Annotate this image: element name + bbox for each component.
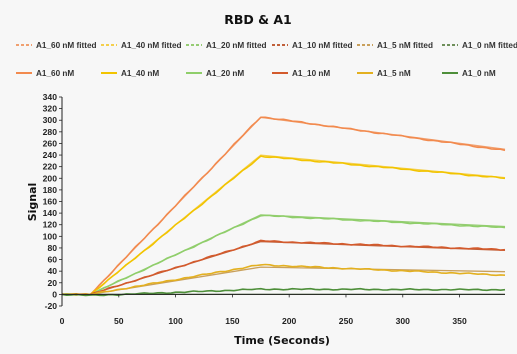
x-tick-label: 200 xyxy=(282,316,297,326)
y-tick-label: 60 xyxy=(47,255,57,265)
axes: -200204060801001201401601802002202402602… xyxy=(43,92,505,326)
x-axis-label: Time (Seconds) xyxy=(234,334,330,347)
series-line-a1-20-nm xyxy=(61,214,506,296)
y-tick-label: 120 xyxy=(43,220,58,230)
y-axis-label: Signal xyxy=(26,183,39,222)
x-tick-label: 50 xyxy=(114,316,124,326)
series-line-a1-5-nm xyxy=(61,263,506,296)
y-tick-label: 220 xyxy=(43,162,58,172)
x-tick-label: 300 xyxy=(396,316,411,326)
y-tick-label: 100 xyxy=(43,231,58,241)
y-tick-label: 320 xyxy=(43,104,58,114)
y-tick-label: 40 xyxy=(47,266,57,276)
y-tick-label: 140 xyxy=(43,208,58,218)
legend: A1_60 nM fitted A1_40 nM fitted A1_20 nM f… xyxy=(16,41,517,78)
y-tick-label: 240 xyxy=(43,150,58,160)
legend-entry: A1_10 nM fitted xyxy=(292,41,353,50)
legend-entry: A1_40 nM fitted xyxy=(121,41,182,50)
y-tick-label: 20 xyxy=(47,278,57,288)
x-tick-label: 350 xyxy=(452,316,467,326)
y-tick-label: 160 xyxy=(43,197,58,207)
legend-entry: A1_60 nM xyxy=(36,69,74,78)
x-tick-label: 250 xyxy=(339,316,354,326)
legend-entry: A1_20 nM fitted xyxy=(206,41,267,50)
legend-entry: A1_5 nM fitted xyxy=(377,41,433,50)
legend-entry: A1_0 nM fitted xyxy=(462,41,517,50)
series-line-a1-10-nm xyxy=(61,239,506,296)
y-tick-label: 300 xyxy=(43,115,58,125)
x-tick-label: 100 xyxy=(168,316,183,326)
x-tick-label: 150 xyxy=(225,316,240,326)
y-tick-label: 0 xyxy=(52,289,57,299)
legend-entry: A1_0 nM xyxy=(462,69,496,78)
legend-entry: A1_20 nM xyxy=(206,69,244,78)
x-tick-label: 0 xyxy=(60,316,65,326)
chart-title: RBD & A1 xyxy=(224,12,292,27)
series-line-a1-40-nm xyxy=(61,155,506,296)
series-line-a1-0-nm xyxy=(61,287,506,297)
series-line-a1-60-nm xyxy=(61,116,506,296)
y-tick-label: -20 xyxy=(45,301,58,311)
y-tick-label: 80 xyxy=(47,243,57,253)
y-tick-label: 200 xyxy=(43,173,58,183)
y-tick-label: 260 xyxy=(43,138,58,148)
legend-entry: A1_5 nM xyxy=(377,69,411,78)
legend-entry: A1_10 nM xyxy=(292,69,330,78)
y-tick-label: 340 xyxy=(43,92,58,102)
plot-area xyxy=(61,116,506,297)
y-tick-label: 180 xyxy=(43,185,58,195)
legend-entry: A1_60 nM fitted xyxy=(36,41,97,50)
y-tick-label: 280 xyxy=(43,127,58,137)
legend-entry: A1_40 nM xyxy=(121,69,159,78)
